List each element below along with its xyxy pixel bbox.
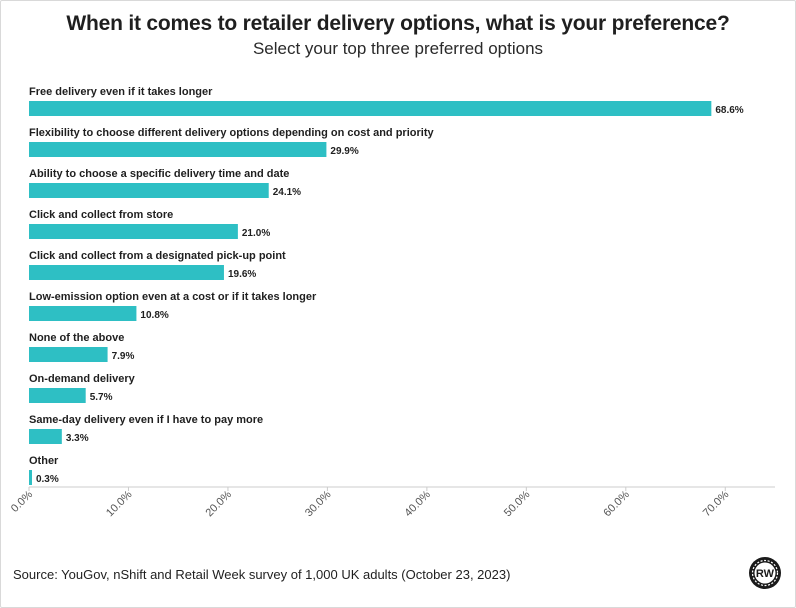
chart-title: When it comes to retailer delivery optio… bbox=[66, 12, 730, 35]
category-label: Same-day delivery even if I have to pay … bbox=[29, 414, 263, 426]
bar bbox=[29, 142, 327, 157]
data-label: 3.3% bbox=[66, 433, 89, 444]
bar bbox=[29, 101, 712, 116]
category-label: Free delivery even if it takes longer bbox=[29, 86, 213, 98]
data-label: 29.9% bbox=[330, 146, 358, 157]
x-tick-label: 10.0% bbox=[104, 488, 135, 519]
bar bbox=[29, 306, 137, 321]
bar bbox=[29, 265, 224, 280]
logo-text: RW bbox=[756, 568, 775, 580]
bar bbox=[29, 224, 238, 239]
category-label: Low-emission option even at a cost or if… bbox=[29, 291, 317, 303]
chart-subtitle: Select your top three preferred options bbox=[252, 39, 544, 58]
category-label: On-demand delivery bbox=[29, 373, 136, 385]
x-tick-label: 20.0% bbox=[204, 488, 235, 519]
category-label: None of the above bbox=[29, 332, 124, 344]
data-label: 19.6% bbox=[228, 269, 256, 280]
data-label: 24.1% bbox=[273, 187, 301, 198]
bar bbox=[29, 183, 269, 198]
category-label: Click and collect from a designated pick… bbox=[29, 250, 286, 262]
x-tick-label: 30.0% bbox=[303, 488, 334, 519]
category-label: Ability to choose a specific delivery ti… bbox=[29, 168, 289, 180]
category-label: Other bbox=[29, 455, 59, 467]
x-tick-label: 70.0% bbox=[701, 488, 732, 519]
x-tick-label: 60.0% bbox=[601, 488, 632, 519]
source-note: Source: YouGov, nShift and Retail Week s… bbox=[13, 567, 511, 582]
bar bbox=[29, 347, 108, 362]
category-label: Click and collect from store bbox=[29, 209, 173, 221]
x-tick-label: 0.0% bbox=[9, 488, 35, 514]
data-label: 0.3% bbox=[36, 474, 59, 485]
bar bbox=[29, 470, 32, 485]
rw-logo-icon: RW bbox=[749, 557, 781, 589]
data-label: 5.7% bbox=[90, 392, 113, 403]
x-tick-label: 50.0% bbox=[502, 488, 533, 519]
data-label: 68.6% bbox=[715, 105, 743, 116]
data-label: 21.0% bbox=[242, 228, 270, 239]
data-label: 10.8% bbox=[140, 310, 168, 321]
category-label: Flexibility to choose different delivery… bbox=[29, 127, 434, 139]
bar bbox=[29, 388, 86, 403]
data-label: 7.9% bbox=[112, 351, 135, 362]
x-tick-label: 40.0% bbox=[402, 488, 433, 519]
bar bbox=[29, 429, 62, 444]
